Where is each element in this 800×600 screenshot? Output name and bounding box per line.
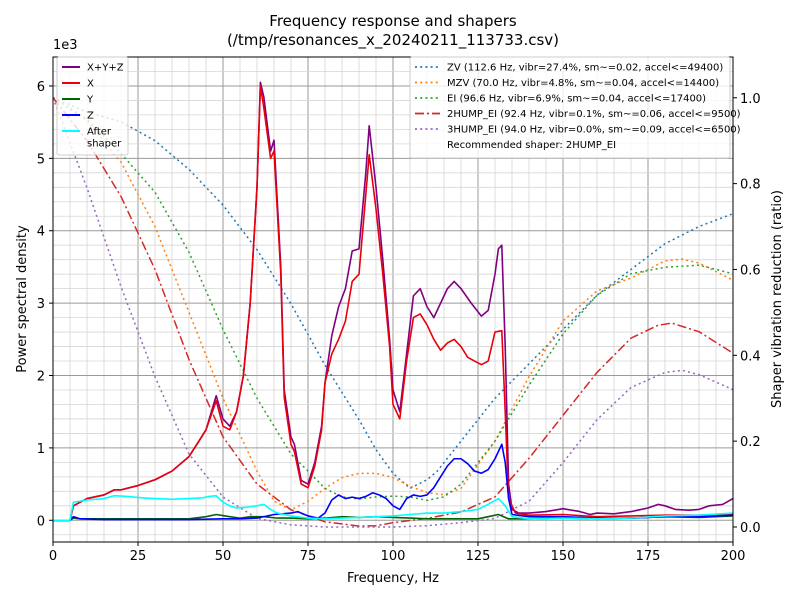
shaper-legend-label: MZV (70.0 Hz, vibr=4.8%, sm~=0.04, accel… — [447, 78, 719, 89]
y-tick-label: 6 — [37, 80, 45, 95]
shaper-legend-label: 2HUMP_EI (92.4 Hz, vibr=0.1%, sm~=0.06, … — [447, 109, 741, 120]
shaper-line-3 — [52, 97, 734, 527]
recommended-shaper-text: Recommended shaper: 2HUMP_EI — [447, 140, 616, 151]
x-tick-label: 100 — [381, 549, 406, 564]
psd-lines — [53, 81, 734, 522]
shaper-lines — [52, 97, 734, 528]
y2-tick-label: 0.2 — [740, 435, 761, 450]
psd-line-0 — [53, 81, 734, 522]
y2-tick-label: 1.0 — [740, 92, 761, 107]
psd-line-3 — [53, 443, 734, 522]
chart-title: Frequency response and shapers — [269, 12, 517, 30]
x-tick-label: 200 — [721, 549, 746, 564]
y-axis-label: Power spectral density — [15, 225, 30, 373]
y-axis-offset-text: 1e3 — [53, 38, 78, 53]
y2-axis-label: Shaper vibration reduction (ratio) — [770, 190, 785, 408]
x-tick-label: 150 — [551, 549, 576, 564]
y-tick-label: 2 — [37, 370, 45, 385]
shaper-line-0 — [52, 97, 734, 490]
y-tick-label: 1 — [37, 442, 45, 457]
shaper-legend: ZV (112.6 Hz, vibr=27.4%, sm~=0.02, acce… — [409, 56, 741, 159]
y-tick-label: 4 — [37, 225, 45, 240]
y2-tick-label: 0.6 — [740, 263, 761, 278]
y2-tick-label: 0.0 — [740, 521, 761, 536]
psd-line-1 — [53, 85, 734, 522]
shaper-legend-box — [409, 56, 731, 159]
psd-line-4 — [53, 494, 734, 522]
psd-legend-label: After — [87, 127, 112, 138]
shaper-line-2 — [52, 97, 734, 502]
shaper-line-4 — [52, 97, 734, 528]
shaper-legend-label: 3HUMP_EI (94.0 Hz, vibr=0.0%, sm~=0.09, … — [447, 125, 741, 136]
axis-ticks: 0 25 50 75 100 125 150 175 200 0 1 2 3 4 5 6 0.0 0.2 0.4 0.… — [37, 80, 761, 564]
y2-tick-label: 0.4 — [740, 349, 761, 364]
x-tick-label: 75 — [300, 549, 317, 564]
y2-tick-label: 0.8 — [740, 178, 761, 193]
shaper-legend-label: EI (96.6 Hz, vibr=6.9%, sm~=0.04, accel<… — [447, 94, 706, 105]
x-tick-label: 25 — [130, 549, 147, 564]
x-axis-label: Frequency, Hz — [347, 571, 439, 586]
y-tick-label: 0 — [37, 514, 45, 529]
x-tick-label: 50 — [215, 549, 232, 564]
psd-legend-label: Z — [87, 111, 94, 122]
y-tick-label: 3 — [37, 297, 45, 312]
shaper-legend-label: ZV (112.6 Hz, vibr=27.4%, sm~=0.02, acce… — [447, 63, 723, 74]
psd-legend-label: Y — [86, 95, 94, 106]
chart-subtitle: (/tmp/resonances_x_20240211_113733.csv) — [227, 31, 559, 50]
x-tick-label: 0 — [49, 549, 57, 564]
psd-legend-label: shaper — [87, 139, 122, 150]
x-tick-label: 125 — [466, 549, 491, 564]
y-tick-label: 5 — [37, 152, 45, 167]
psd-legend-label: X — [87, 79, 94, 90]
x-tick-label: 175 — [636, 549, 661, 564]
psd-legend-label: X+Y+Z — [87, 63, 124, 74]
